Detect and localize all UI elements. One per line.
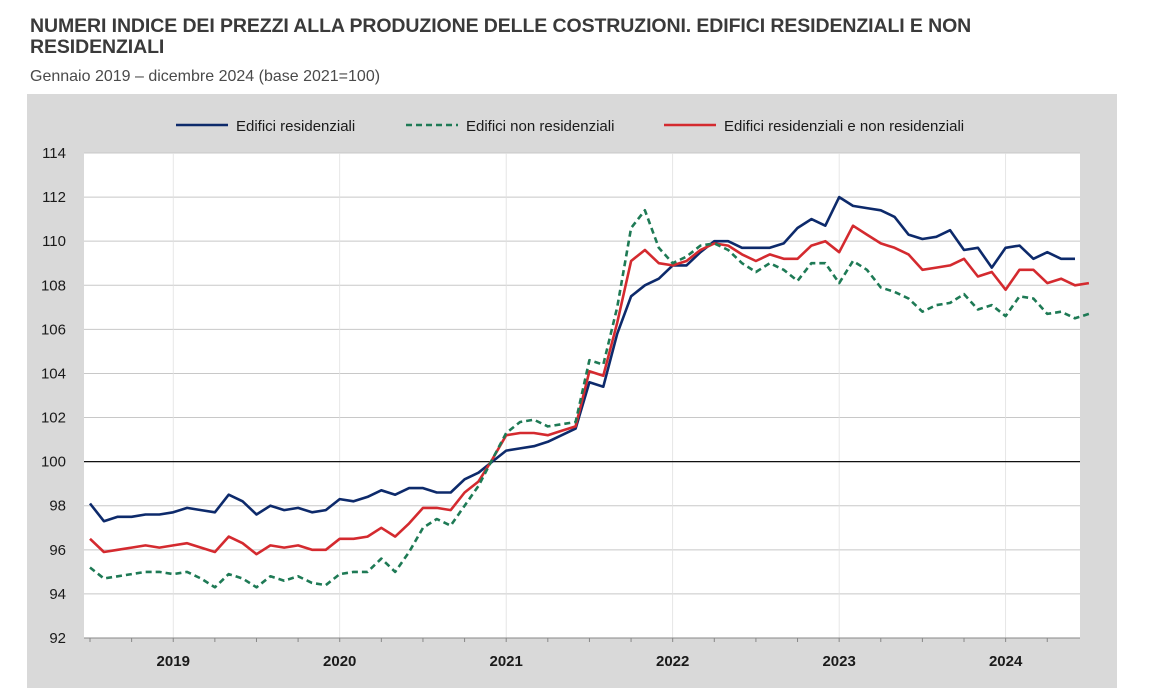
legend-label-1: Edifici non residenziali [466, 118, 614, 135]
x-axis-ticks: 2019 2020 2021 2022 2023 2024 [84, 637, 1080, 670]
series-line-2 [89, 224, 1090, 556]
series-lines [88, 195, 1090, 589]
legend-label-2: Edifici residenziali e non residenziali [724, 118, 964, 135]
series-line-1 [89, 209, 1090, 589]
y-axis-ticks: 92 94 96 98 100 102 104 106 108 110 112 114 [41, 145, 66, 647]
y-tick-label: 94 [49, 586, 66, 603]
x-tick-label: 2020 [323, 653, 356, 670]
y-tick-label: 114 [42, 145, 66, 162]
y-tick-label: 106 [41, 321, 66, 338]
y-tick-label: 112 [42, 189, 66, 206]
y-tick-label: 100 [41, 454, 66, 471]
y-tick-label: 98 [49, 498, 66, 515]
y-tick-label: 96 [49, 542, 66, 559]
x-tick-label: 2019 [157, 653, 190, 670]
chart-title: NUMERI INDICE DEI PREZZI ALLA PRODUZIONE… [30, 15, 972, 58]
y-tick-label: 92 [49, 630, 66, 647]
legend: Edifici residenziali Edifici non residenz… [176, 118, 964, 135]
y-tick-label: 102 [41, 410, 66, 427]
series-line-0 [88, 195, 1075, 523]
y-tick-label: 104 [41, 365, 66, 382]
legend-label-0: Edifici residenziali [236, 118, 355, 135]
x-tick-label: 2021 [490, 653, 523, 670]
y-tick-label: 108 [41, 277, 66, 294]
x-tick-label: 2023 [822, 653, 855, 670]
chart-subtitle: Gennaio 2019 – dicembre 2024 (base 2021=… [30, 68, 381, 85]
y-tick-label: 110 [42, 233, 66, 250]
x-tick-label: 2024 [989, 653, 1023, 670]
x-tick-label: 2022 [656, 653, 689, 670]
